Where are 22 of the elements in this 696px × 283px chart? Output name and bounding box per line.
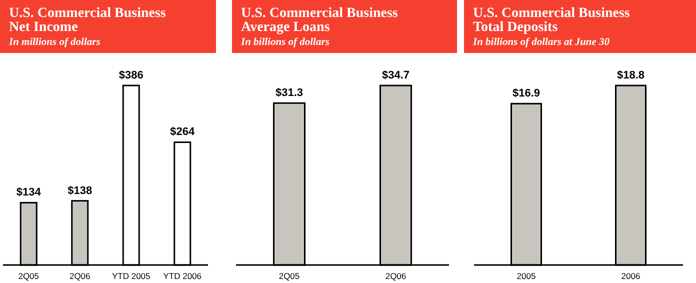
- chart-subtitle: In billions of dollars: [240, 37, 330, 48]
- data-label: $31.3: [275, 87, 304, 100]
- chart-subtitle: In millions of dollars: [8, 37, 100, 48]
- chart-title: U.S. Commercial Business Net Income: [9, 6, 166, 35]
- x-tick-label: 2Q05: [18, 271, 40, 281]
- chart-subtitle: In billions of dollars at June 30: [472, 37, 610, 48]
- x-tick-label: 2Q05: [278, 271, 300, 281]
- data-label: $18.8: [616, 70, 645, 82]
- data-label: $264: [170, 126, 196, 138]
- data-label: $138: [68, 184, 92, 197]
- data-label: $34.7: [382, 70, 410, 82]
- x-tick-label: 2Q06: [69, 271, 91, 281]
- x-tick-label: YTD 2005: [112, 271, 151, 281]
- chart-title: U.S. Commercial Business Average Loans: [241, 6, 398, 35]
- data-label: $16.9: [512, 88, 540, 100]
- data-label: $386: [118, 70, 144, 82]
- data-label: $134: [16, 186, 42, 199]
- x-tick-label: 2005: [516, 271, 536, 281]
- x-tick-label: 2006: [621, 271, 640, 281]
- x-tick-label: YTD 2006: [163, 271, 202, 281]
- x-tick-label: 2Q06: [385, 271, 406, 281]
- chart-title: U.S. Commercial Business Total Deposits: [473, 6, 630, 35]
